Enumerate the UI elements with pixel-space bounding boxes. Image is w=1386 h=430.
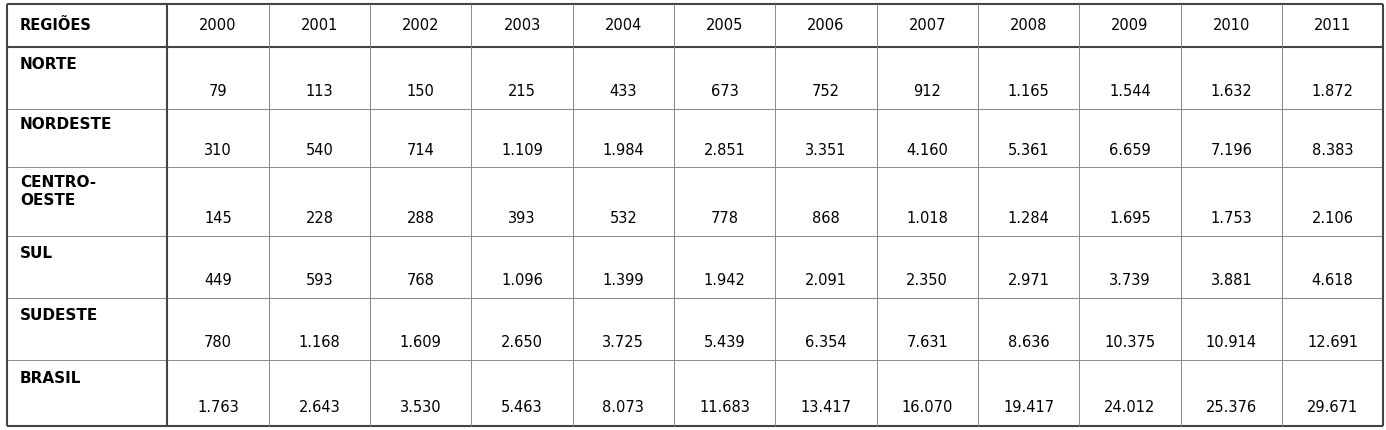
Text: 16.070: 16.070 [902,400,954,415]
Text: REGIÕES: REGIÕES [19,18,91,33]
Text: 1.609: 1.609 [399,335,442,350]
Text: SUL: SUL [19,246,53,261]
Text: 449: 449 [204,273,231,288]
Text: 2008: 2008 [1010,18,1048,33]
Text: 1.096: 1.096 [502,273,543,288]
Text: 912: 912 [913,84,941,99]
Text: 1.632: 1.632 [1210,84,1252,99]
Text: 2004: 2004 [604,18,642,33]
Text: 673: 673 [711,84,739,99]
Text: 24.012: 24.012 [1105,400,1156,415]
Text: 778: 778 [711,212,739,227]
Text: SUDESTE: SUDESTE [19,308,98,323]
Text: CENTRO-: CENTRO- [19,175,96,190]
Text: 752: 752 [812,84,840,99]
Text: 5.463: 5.463 [502,400,543,415]
Text: 433: 433 [610,84,638,99]
Text: 5.439: 5.439 [704,335,746,350]
Text: 2.091: 2.091 [805,273,847,288]
Text: 2.350: 2.350 [906,273,948,288]
Text: 2.971: 2.971 [1008,273,1049,288]
Text: 3.881: 3.881 [1210,273,1252,288]
Text: 113: 113 [305,84,333,99]
Text: OESTE: OESTE [19,193,75,208]
Text: 7.631: 7.631 [906,335,948,350]
Text: 11.683: 11.683 [699,400,750,415]
Text: 150: 150 [406,84,435,99]
Text: 593: 593 [305,273,333,288]
Text: 2001: 2001 [301,18,338,33]
Text: 393: 393 [509,212,536,227]
Text: 1.399: 1.399 [603,273,644,288]
Text: 540: 540 [305,143,333,158]
Text: 868: 868 [812,212,840,227]
Text: 4.618: 4.618 [1311,273,1354,288]
Text: 6.354: 6.354 [805,335,847,350]
Text: 1.984: 1.984 [603,143,644,158]
Text: 714: 714 [406,143,435,158]
Text: 2.650: 2.650 [500,335,543,350]
Text: 2000: 2000 [200,18,237,33]
Text: 3.739: 3.739 [1109,273,1150,288]
Text: 1.018: 1.018 [906,212,948,227]
Text: 8.073: 8.073 [603,400,644,415]
Text: 2005: 2005 [705,18,743,33]
Text: 1.753: 1.753 [1210,212,1252,227]
Text: 215: 215 [509,84,536,99]
Text: 310: 310 [204,143,231,158]
Text: 6.659: 6.659 [1109,143,1150,158]
Text: 3.530: 3.530 [401,400,442,415]
Text: 1.544: 1.544 [1109,84,1150,99]
Text: 1.168: 1.168 [298,335,340,350]
Text: 2010: 2010 [1213,18,1250,33]
Text: 1.942: 1.942 [704,273,746,288]
Text: 1.695: 1.695 [1109,212,1150,227]
Text: 4.160: 4.160 [906,143,948,158]
Text: 288: 288 [406,212,435,227]
Text: 228: 228 [305,212,334,227]
Text: 2011: 2011 [1314,18,1351,33]
Text: 532: 532 [610,212,638,227]
Text: 10.375: 10.375 [1105,335,1156,350]
Text: BRASIL: BRASIL [19,371,82,386]
Text: 2.106: 2.106 [1311,212,1354,227]
Text: 2.643: 2.643 [298,400,340,415]
Text: 79: 79 [209,84,227,99]
Text: 29.671: 29.671 [1307,400,1358,415]
Text: 145: 145 [204,212,231,227]
Text: 1.872: 1.872 [1311,84,1354,99]
Text: 3.725: 3.725 [603,335,644,350]
Text: NORDESTE: NORDESTE [19,117,112,132]
Text: 8.636: 8.636 [1008,335,1049,350]
Text: 19.417: 19.417 [1003,400,1055,415]
Text: 2003: 2003 [503,18,541,33]
Text: 13.417: 13.417 [801,400,851,415]
Text: 7.196: 7.196 [1210,143,1252,158]
Text: 2006: 2006 [807,18,844,33]
Text: 1.165: 1.165 [1008,84,1049,99]
Text: 1.109: 1.109 [502,143,543,158]
Text: 768: 768 [406,273,435,288]
Text: 2007: 2007 [909,18,947,33]
Text: 1.763: 1.763 [197,400,238,415]
Text: 5.361: 5.361 [1008,143,1049,158]
Text: 3.351: 3.351 [805,143,847,158]
Text: 8.383: 8.383 [1311,143,1353,158]
Text: 25.376: 25.376 [1206,400,1257,415]
Text: 10.914: 10.914 [1206,335,1257,350]
Text: 12.691: 12.691 [1307,335,1358,350]
Text: 780: 780 [204,335,231,350]
Text: 2002: 2002 [402,18,439,33]
Text: 2009: 2009 [1112,18,1149,33]
Text: 1.284: 1.284 [1008,212,1049,227]
Text: 2.851: 2.851 [704,143,746,158]
Text: NORTE: NORTE [19,57,78,72]
